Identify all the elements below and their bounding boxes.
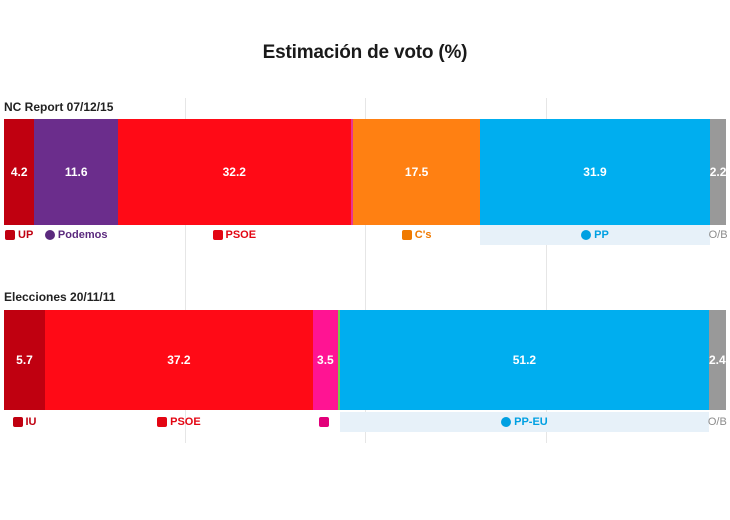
party-name: IU <box>25 416 37 428</box>
party-name: UP <box>18 229 34 241</box>
bar-group-2: Elecciones 20/11/11 5.7 37.2 3.5 51.2 2.4 IU PS… <box>4 290 727 434</box>
bar-segment-other-3 <box>350 119 354 225</box>
bar-segment-iu: 5.7 <box>4 310 46 410</box>
party-name: O/B <box>707 416 727 428</box>
party-name: PSOE <box>170 416 201 428</box>
stacked-bar: 4.2 11.6 32.2 17.5 31.9 2.2 <box>4 119 726 225</box>
bar-segment-other-2: 3.5 <box>312 310 338 410</box>
bar-group-title: NC Report 07/12/15 <box>4 100 114 114</box>
bar-segment-psoe: 32.2 <box>118 119 351 225</box>
data-label: 31.9 <box>583 165 607 179</box>
party-name: C's <box>414 229 432 241</box>
party-name: Podemos <box>57 229 108 241</box>
data-label: 32.2 <box>222 165 246 179</box>
data-label: 17.5 <box>404 165 429 179</box>
party-label: IU <box>4 412 45 432</box>
bar-segment-podemos: 11.6 <box>34 119 119 225</box>
bar-segment-o-b: 2.4 <box>708 310 726 410</box>
podemos-logo-icon <box>44 230 55 240</box>
party-label: O/B <box>707 412 727 432</box>
iu-logo-icon <box>12 417 23 427</box>
party-name: PSOE <box>225 229 257 241</box>
party-label: UP <box>4 225 34 245</box>
data-label: 3.5 <box>317 353 334 367</box>
party-name: O/B <box>708 229 728 241</box>
gridline-3 <box>545 98 547 443</box>
party-name: PP-EU <box>514 416 548 428</box>
cs-logo-icon <box>401 230 412 240</box>
bar-segment-pp-eu: 51.2 <box>340 310 709 410</box>
party-labels-row: UP Podemos PSOE C's PP O/B <box>4 225 728 245</box>
data-label: 4.2 <box>10 165 28 179</box>
psoe-logo-icon <box>157 417 168 427</box>
bar-segment-pp: 31.9 <box>479 119 711 225</box>
upyd-logo-icon <box>318 417 329 427</box>
bar-segment-o-b: 2.2 <box>710 119 726 225</box>
pp-logo-icon <box>581 230 592 240</box>
party-label: C's <box>353 225 479 245</box>
data-label: 11.6 <box>64 165 88 179</box>
party-label: PP-EU <box>340 412 709 432</box>
bar-group-title: Elecciones 20/11/11 <box>4 290 116 304</box>
party-name: PP <box>594 229 609 241</box>
data-label: 2.4 <box>709 353 726 367</box>
gridline-1 <box>184 98 186 443</box>
party-label: PP <box>479 225 711 245</box>
pp-logo-icon <box>501 417 512 427</box>
data-label: 37.2 <box>167 353 191 367</box>
bar-segment-c-s: 17.5 <box>353 119 480 225</box>
party-labels-row: IU PSOE PP-EU O/B <box>4 412 727 432</box>
data-label: 5.7 <box>16 353 33 367</box>
stacked-bar: 5.7 37.2 3.5 51.2 2.4 <box>4 310 726 410</box>
data-label: 2.2 <box>710 165 726 179</box>
up-logo-icon <box>5 230 16 240</box>
gridline-2 <box>365 98 366 443</box>
data-label: 51.2 <box>512 353 537 367</box>
party-label: PSOE <box>118 225 350 245</box>
party-label: Podemos <box>34 225 118 245</box>
psoe-logo-icon <box>212 230 223 240</box>
party-label: O/B <box>708 225 728 245</box>
bar-group-1: NC Report 07/12/15 4.2 11.6 32.2 17.5 31.9 2.2… <box>4 100 728 247</box>
party-label <box>313 412 338 432</box>
chart-title: Estimación de voto (%) <box>262 42 468 63</box>
bar-segment-psoe: 37.2 <box>45 310 313 410</box>
bar-segment-up: 4.2 <box>4 119 35 225</box>
party-label: PSOE <box>45 412 313 432</box>
bar-segment-other-3 <box>338 310 341 410</box>
